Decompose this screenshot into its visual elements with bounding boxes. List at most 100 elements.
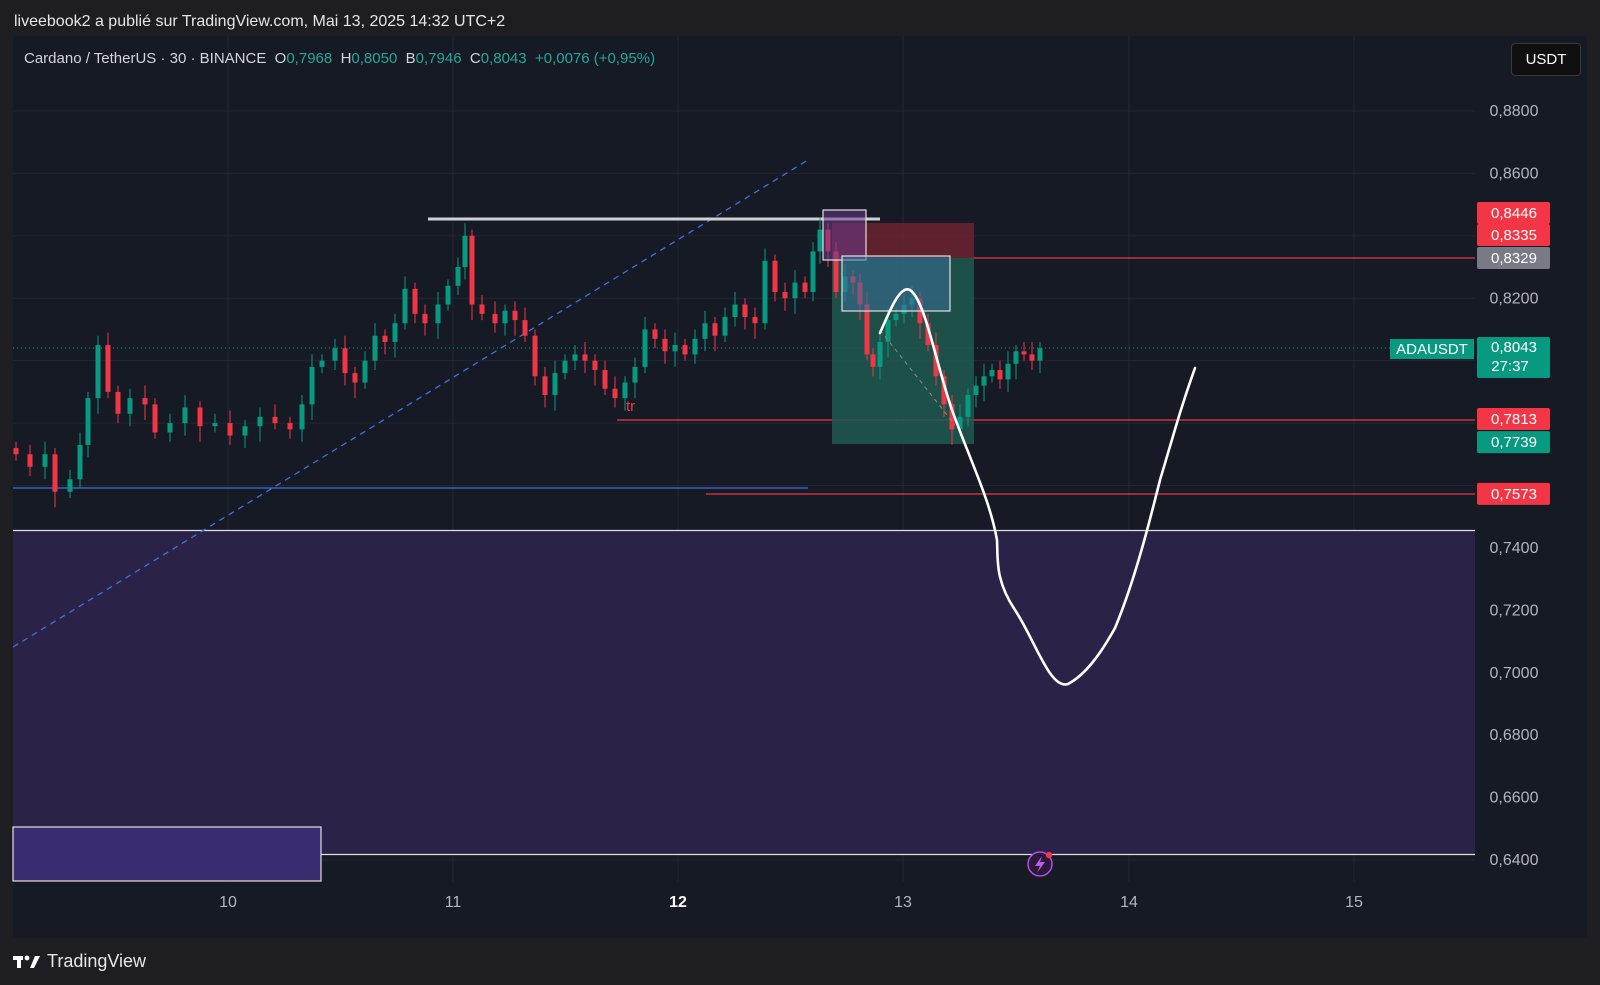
candle-body	[981, 376, 987, 386]
candle-body	[782, 292, 788, 299]
candle-body	[227, 423, 233, 436]
price-label-bg	[1477, 224, 1550, 246]
candle-body	[212, 423, 218, 427]
open-value: 0,7968	[286, 50, 333, 67]
current-price-value: 0,8043	[1491, 339, 1537, 356]
countdown-timer: 27:37	[1491, 358, 1529, 375]
symbol-tag-bg	[1390, 339, 1474, 359]
time-tick-label: 13	[894, 894, 912, 911]
price-label-bg	[1477, 202, 1550, 224]
candle-body	[287, 423, 293, 430]
demand-zone[interactable]	[13, 530, 1475, 854]
close-value: 0,8043	[480, 50, 527, 67]
candle-body	[622, 382, 628, 399]
candle-body	[810, 251, 816, 293]
candle-body	[152, 404, 158, 433]
candle-body	[965, 394, 971, 417]
time-tick-label: 14	[1120, 894, 1138, 911]
candle-body	[352, 373, 358, 383]
price-tick-label: 0,6800	[1490, 727, 1539, 744]
candle-body	[941, 376, 947, 405]
candle-body	[572, 354, 578, 361]
time-tick-label: 11	[445, 894, 462, 911]
candle-body	[592, 360, 598, 371]
trend-line[interactable]	[12, 159, 809, 648]
lightning-icon[interactable]	[1027, 851, 1053, 877]
candle-body	[299, 404, 305, 430]
price-label-text: 0,7739	[1491, 434, 1537, 451]
small-zone-box[interactable]	[12, 826, 322, 882]
candle-body	[732, 304, 738, 317]
time-tick-label: 15	[1345, 894, 1363, 911]
candle-body	[602, 370, 608, 389]
candle-body	[52, 454, 58, 492]
candle-body	[105, 345, 111, 392]
order-block-box-1[interactable]	[822, 209, 867, 261]
candle-body	[372, 335, 378, 361]
price-tick-label: 0,8800	[1490, 103, 1539, 120]
candle-body	[702, 323, 708, 339]
candle-body	[712, 323, 718, 336]
candle-body	[445, 285, 451, 305]
price-label-text: 0,8335	[1491, 227, 1537, 244]
candle-body	[319, 360, 325, 367]
candle-body	[27, 454, 33, 467]
candle-body	[582, 354, 588, 361]
time-tick-label: 10	[219, 894, 237, 911]
candle-body	[402, 288, 408, 324]
candle-body	[612, 388, 618, 399]
price-label-bg	[1477, 247, 1550, 269]
time-axis[interactable]: 10 11 12 13 14 15	[219, 894, 1363, 911]
projection-drawing[interactable]	[878, 288, 1197, 686]
candle-body	[692, 338, 698, 355]
price-label-text: 0,7573	[1491, 486, 1537, 503]
candle-body	[1005, 363, 1011, 380]
candle-body	[833, 251, 839, 293]
candle-body	[382, 335, 388, 342]
symbol-legend: Cardano / TetherUS · 30 · BINANCE O0,796…	[24, 50, 655, 67]
candle-body	[802, 282, 808, 293]
symbol-title: Cardano / TetherUS · 30 · BINANCE	[24, 50, 267, 67]
time-tick-label: 12	[669, 894, 687, 911]
price-label-bg	[1477, 482, 1550, 505]
candle-body	[989, 370, 995, 377]
candle-body	[512, 310, 518, 321]
candle-body	[13, 448, 19, 455]
close-label: C	[469, 50, 481, 67]
candle-body	[532, 335, 538, 377]
candle-body	[332, 348, 338, 361]
candle-body	[672, 345, 678, 352]
candle-body	[792, 282, 798, 299]
candle-body	[1021, 351, 1027, 355]
candle-body	[142, 398, 148, 405]
candle-body	[893, 313, 899, 321]
candle-body	[309, 366, 315, 405]
candle-body	[682, 345, 688, 355]
price-label-text: 0,8329	[1491, 250, 1537, 267]
publisher-header: liveebook2 a publié sur TradingView.com,…	[14, 13, 506, 30]
order-block-box-2[interactable]	[841, 255, 951, 312]
footer: TradingView	[13, 951, 146, 972]
price-tick-label: 0,7000	[1490, 665, 1539, 682]
candle-body	[197, 407, 203, 427]
price-tick-label: 0,8600	[1490, 165, 1539, 182]
candle-body	[933, 345, 939, 377]
price-axis[interactable]: 0,8800 0,8600 0,8200 0,7400 0,7200 0,7000 0,68…	[1490, 103, 1539, 869]
candle-body	[167, 423, 173, 433]
price-tick-label: 0,7200	[1490, 602, 1539, 619]
price-labels: 0,8446 0,8335 0,8329 0,7813 0,7739 0,7573	[1477, 202, 1550, 505]
tradingview-logo-icon	[13, 955, 40, 968]
high-value: 0,8050	[351, 50, 398, 67]
high-label: H	[340, 50, 352, 67]
currency-button[interactable]: USDT	[1511, 43, 1581, 76]
annotation-label: tr	[626, 398, 635, 415]
footer-brand: TradingView	[47, 951, 147, 971]
candle-body	[870, 354, 876, 367]
low-value: 0,7946	[415, 50, 462, 67]
open-label: O	[274, 50, 287, 67]
candle-body	[772, 260, 778, 293]
candle-body	[542, 376, 548, 395]
candle-body	[67, 479, 73, 492]
candle-body	[949, 404, 955, 430]
